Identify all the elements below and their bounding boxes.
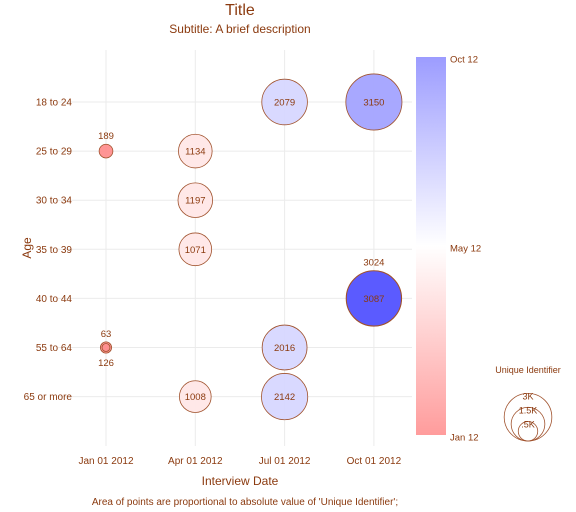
bubble-point[interactable] — [178, 232, 213, 267]
y-tick-label: 65 or more — [24, 392, 73, 403]
axis-ticks: Jan 01 2012 Apr 01 2012 Jul 01 2012 Oct 01 … — [24, 98, 402, 468]
bubble-value-label: 2142 — [274, 392, 295, 403]
x-tick-label: Jan 01 2012 — [78, 456, 133, 467]
color-legend-label: Oct 12 — [450, 55, 478, 66]
size-legend-circle — [517, 421, 539, 442]
bubble-point[interactable] — [179, 380, 212, 413]
color-legend-label: Jan 12 — [450, 433, 479, 444]
color-legend: Oct 12 May 12 Jan 12 — [416, 55, 481, 444]
chart-subtitle: Subtitle: A brief description — [169, 22, 310, 36]
bubble-value-label: 63 — [101, 329, 112, 340]
color-legend-bar — [416, 57, 446, 435]
bubble-value-label: 1008 — [185, 392, 206, 403]
x-tick-label: Apr 01 2012 — [168, 456, 223, 467]
footnote: Area of points are proportional to absol… — [92, 497, 398, 508]
size-legend: Unique Identifier 3K 1.5K .5K — [495, 365, 561, 442]
bubble-point[interactable] — [345, 73, 403, 131]
bubble-value-label: 1197 — [185, 196, 205, 207]
y-axis-label: Age — [20, 237, 34, 259]
bubble-point[interactable] — [177, 182, 213, 218]
bubble-value-label: 2079 — [274, 98, 295, 109]
x-axis-label: Interview Date — [202, 474, 279, 488]
bubble-value-label: 2016 — [274, 343, 295, 354]
y-tick-label: 35 to 39 — [36, 245, 73, 256]
color-legend-label: May 12 — [450, 244, 481, 255]
size-legend-label: .5K — [521, 420, 535, 430]
bubble-point[interactable] — [346, 270, 402, 327]
y-tick-label: 18 to 24 — [36, 98, 73, 109]
bubble-value-label: 126 — [98, 358, 114, 369]
bubble-point[interactable] — [261, 78, 308, 126]
bubble-value-label: 3024 — [363, 258, 384, 269]
size-legend-label: 1.5K — [519, 405, 538, 415]
bubble-layer: 2079 3150 189 1134 1197 1071 3024 3087 63 126 2016… — [98, 73, 403, 421]
bubble-point[interactable] — [261, 324, 308, 371]
size-legend-label: 3K — [522, 391, 533, 401]
bubble-point[interactable] — [98, 143, 114, 159]
bubble-value-label: 189 — [98, 131, 114, 142]
size-legend-items: 3K 1.5K .5K — [503, 391, 553, 442]
bubble-point[interactable] — [178, 133, 213, 169]
bubble-value-label: 1071 — [185, 245, 206, 256]
chart-title: Title — [225, 2, 255, 19]
color-legend-labels: Oct 12 May 12 Jan 12 — [450, 55, 481, 444]
x-tick-label: Oct 01 2012 — [347, 456, 402, 467]
y-tick-label: 30 to 34 — [36, 196, 73, 207]
bubble-value-label: 3087 — [363, 294, 384, 305]
x-tick-label: Jul 01 2012 — [259, 456, 311, 467]
size-legend-title: Unique Identifier — [495, 365, 561, 375]
y-tick-label: 40 to 44 — [36, 294, 73, 305]
bubble-value-label: 1134 — [185, 147, 205, 158]
bubble-point[interactable] — [101, 343, 111, 352]
y-tick-label: 55 to 64 — [36, 343, 73, 354]
y-tick-label: 25 to 29 — [36, 147, 73, 158]
bubble-point[interactable] — [261, 373, 309, 421]
bubble-value-label: 3150 — [363, 98, 384, 109]
